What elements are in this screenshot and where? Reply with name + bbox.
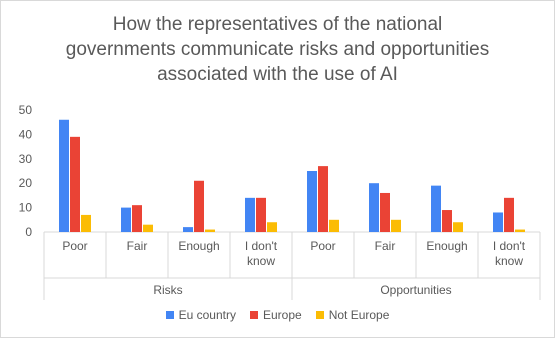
bar [205,229,215,232]
legend-swatch [249,311,258,319]
bar [380,192,390,232]
y-tick-label: 20 [19,176,33,190]
x-tick-label: Enough [178,239,219,253]
legend-item: Europe [249,308,302,322]
legend-item: Not Europe [315,308,390,322]
x-tick-label: Poor [310,239,335,253]
x-tick-label: I don't [493,239,526,253]
x-tick-label: Poor [62,239,87,253]
x-tick-label: Fair [375,239,396,253]
bar [267,222,277,232]
x-tick-label: I don't [245,239,278,253]
y-tick-label: 30 [19,152,33,166]
legend-item: Eu country [165,308,236,322]
bar [307,171,317,232]
bar [70,136,80,232]
bar [81,214,91,232]
bar [194,180,204,232]
legend-label: Eu country [178,308,236,322]
bar [245,197,255,232]
group-label: Opportunities [380,283,451,297]
bar [453,222,463,232]
x-tick-label: know [247,254,275,268]
bar [121,207,131,232]
x-tick-label: Enough [426,239,467,253]
bar [183,227,193,232]
bar [431,185,441,232]
y-tick-label: 50 [19,103,33,117]
bar [515,229,525,232]
legend-label: Europe [262,308,302,322]
bar [504,197,514,232]
bar [318,166,328,232]
group-label: Risks [153,283,182,297]
y-tick-label: 0 [25,225,32,239]
bar [132,205,142,232]
bar [369,183,379,232]
bar [329,219,339,232]
x-tick-label: Fair [127,239,148,253]
y-tick-label: 10 [19,201,33,215]
legend-swatch [315,311,324,319]
chart-title: How the representatives of the national … [65,14,490,85]
bar [256,197,266,232]
y-tick-label: 40 [19,127,33,141]
legend-label: Not Europe [328,308,390,322]
bar [391,219,401,232]
chart-legend: Eu country Europe Not Europe [0,308,555,322]
legend-swatch [165,311,174,319]
bar [442,210,452,232]
bar [493,212,503,232]
x-tick-label: know [495,254,523,268]
bar [143,224,153,232]
bar [59,119,69,232]
